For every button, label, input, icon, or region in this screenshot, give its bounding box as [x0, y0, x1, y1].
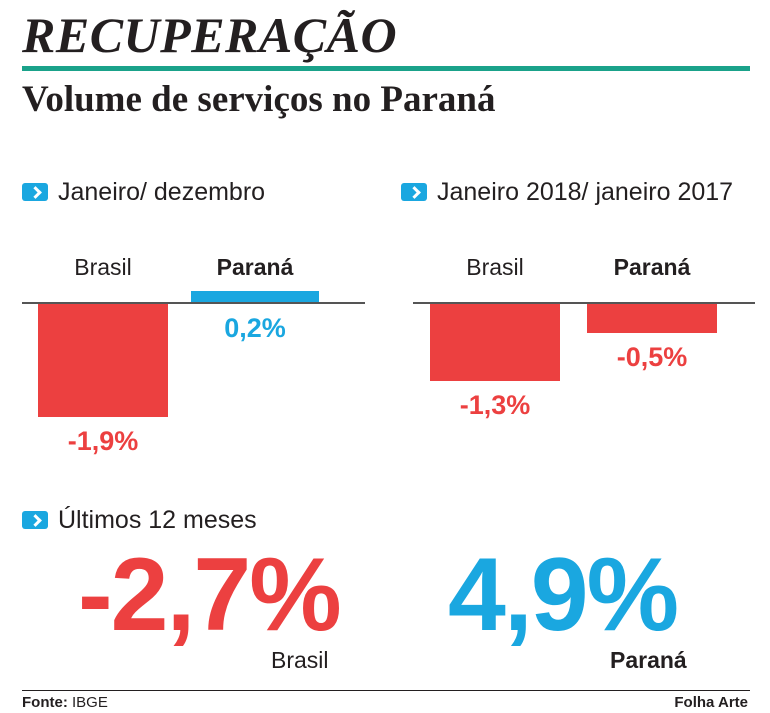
source-prefix: Fonte: [22, 694, 68, 711]
value-label: -1,3% [460, 390, 531, 420]
value-label: 0,2% [224, 313, 286, 343]
big-value-parana: 4,9% [448, 537, 679, 653]
headline: RECUPERAÇÃO [22, 7, 398, 63]
headline-rule [22, 66, 750, 71]
bar-jan-jan-brasil [430, 303, 560, 381]
source-text: IBGE [67, 694, 108, 711]
chevron-right-icon [22, 511, 48, 529]
section-heading-jan-dec: Janeiro/ dezembro [22, 177, 265, 207]
footer-rule [22, 690, 750, 691]
section-heading-12-months-label: Últimos 12 meses [58, 506, 257, 534]
category-label: Paraná [217, 254, 294, 280]
credit: Folha Arte [674, 694, 748, 711]
big-label-brasil: Brasil [271, 647, 329, 673]
subtitle: Volume de serviços no Paraná [22, 79, 496, 120]
bar-jan-jan-parana [587, 303, 717, 333]
chevron-right-icon [401, 183, 427, 201]
category-label: Brasil [74, 254, 132, 280]
value-label: -0,5% [617, 342, 688, 372]
section-heading-jan-jan-label: Janeiro 2018/ janeiro 2017 [437, 178, 734, 206]
chevron-right-icon [22, 183, 48, 201]
source-note: Fonte: IBGE [22, 694, 108, 712]
bar-jan-dec-parana [191, 291, 319, 303]
value-label: -1,9% [68, 426, 139, 456]
big-value-brasil: -2,7% [78, 537, 342, 653]
section-heading-12-months: Últimos 12 meses [22, 505, 257, 535]
big-label-parana: Paraná [610, 647, 687, 673]
category-label: Brasil [466, 254, 524, 280]
section-heading-jan-jan: Janeiro 2018/ janeiro 2017 [401, 177, 733, 207]
bar-jan-dec-brasil [38, 303, 168, 417]
section-heading-jan-dec-label: Janeiro/ dezembro [58, 178, 266, 206]
category-label: Paraná [614, 254, 691, 280]
